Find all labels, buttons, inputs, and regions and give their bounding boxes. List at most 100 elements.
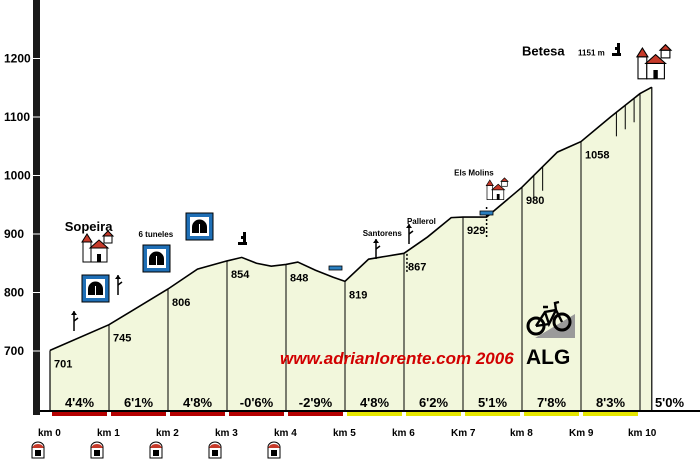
km-label: km 6 <box>392 428 415 439</box>
gradient-stripe <box>288 412 343 416</box>
gradient-stripe <box>347 412 402 416</box>
house-tower <box>637 56 648 80</box>
house-small-roof <box>101 230 115 237</box>
elevation-labels: 701 745 806 854 848 819 867 929 980 1058 <box>54 150 609 371</box>
road-marker-icon <box>90 441 104 459</box>
house-small <box>501 181 508 187</box>
road-end-step <box>615 47 618 50</box>
elevation-label: 806 <box>172 297 190 309</box>
junction-arrow <box>71 311 77 315</box>
place-label: 1151 m <box>578 49 605 58</box>
place-label: Els Molins <box>454 169 494 178</box>
gradient-label: 8'3% <box>596 395 626 410</box>
km-label: km 4 <box>274 428 297 439</box>
house-roof <box>490 183 506 191</box>
gradient-stripe <box>465 412 520 416</box>
bike-wheel-rear <box>526 316 546 336</box>
tunnel-sign-icon <box>142 244 171 273</box>
place-label: 6 tuneles <box>139 230 174 239</box>
house-door <box>496 194 500 200</box>
house-tower-roof <box>485 179 494 186</box>
y-axis-bar <box>33 0 40 415</box>
marker-plate <box>212 450 218 456</box>
house-small <box>103 235 113 244</box>
gradient-stripe <box>524 412 579 416</box>
km-label: km 5 <box>333 428 356 439</box>
profile-area <box>40 86 700 412</box>
marker-cap <box>209 443 221 448</box>
place-label: Santorens <box>363 229 403 238</box>
road-end-icon <box>612 43 621 56</box>
bike-frame <box>534 300 564 328</box>
junction-branch <box>408 230 414 235</box>
marker-plate <box>271 450 277 456</box>
house-tower-roof <box>81 233 93 243</box>
km-axis: km 0 km 1 km 2 km 3 km 4 km 5 km 6 Km 7 km 8 Km 9… <box>38 428 657 439</box>
house-roof <box>644 53 667 64</box>
road-marker-icon <box>31 441 45 459</box>
y-tick-label: 700 <box>4 344 24 358</box>
y-tick-label: 1200 <box>4 52 31 66</box>
gradient-label: 4'8% <box>183 395 213 410</box>
gradient-label: -0'6% <box>240 395 274 410</box>
elevation-label: 867 <box>408 261 426 273</box>
bike-wheel-front <box>552 312 572 332</box>
marker-plate <box>153 450 159 456</box>
elevation-label: 1058 <box>585 150 609 162</box>
place-label: Sopeira <box>65 219 113 234</box>
elevation-label: 848 <box>290 272 308 284</box>
house-door <box>97 254 101 262</box>
junction-sign-icon <box>373 239 381 259</box>
elevation-label: 980 <box>526 195 544 207</box>
brand-label: ALG <box>526 346 570 369</box>
tunnel-sign-icon <box>81 274 110 303</box>
y-tick-label: 800 <box>4 286 24 300</box>
road-end-base <box>238 242 247 245</box>
km-label: km 1 <box>97 428 120 439</box>
gradient-label: -2'9% <box>299 395 333 410</box>
road-marker-icon <box>149 441 163 459</box>
y-tick-label: 900 <box>4 227 24 241</box>
marker-cap <box>268 443 280 448</box>
house-tower-roof <box>635 46 649 58</box>
gradient-label: 5'0% <box>655 395 685 410</box>
junction-sign-icon <box>71 311 79 331</box>
km-label: Km 9 <box>569 428 594 439</box>
junction-sign-icon <box>406 224 414 244</box>
watermark-text: www.adrianlorente.com 2006 <box>280 349 514 368</box>
marker-plate <box>35 450 41 456</box>
bridge-deck <box>328 265 343 271</box>
road-end-stem <box>617 43 620 55</box>
gradient-label: 4'8% <box>360 395 390 410</box>
gradient-stripe <box>583 412 638 416</box>
gradient-stripe <box>229 412 284 416</box>
gradient-stripe <box>406 412 461 416</box>
junction-arrow <box>373 239 379 243</box>
bridge-deck <box>479 210 494 216</box>
road-end-icon <box>238 232 247 245</box>
bridge-icon <box>328 265 343 271</box>
marker-cap <box>32 443 44 448</box>
place-labels: Sopeira 6 tuneles Santorens Pallerol Els Mol… <box>65 44 605 239</box>
gradient-bar: 4'4% 6'1% 4'8% -0'6% -2'9% 4'8% 6'2% 5'1% 7'8% 8'… <box>52 395 684 416</box>
junction-branch <box>117 281 123 286</box>
profile-fill <box>50 87 652 411</box>
marker-cap <box>91 443 103 448</box>
tunnel-sign-icon <box>185 212 214 241</box>
gradient-label: 6'2% <box>419 395 449 410</box>
y-tick-label: 1000 <box>4 169 31 183</box>
house-icon <box>81 230 115 263</box>
junction-arrow <box>115 275 121 279</box>
house-icon <box>635 43 673 80</box>
house-small-roof <box>658 43 673 51</box>
km-label: Km 7 <box>451 428 476 439</box>
road-end-step <box>241 236 244 239</box>
km-label: km 8 <box>510 428 533 439</box>
y-axis: 700 800 900 1000 1100 1200 <box>4 0 40 415</box>
profile-line <box>49 86 653 352</box>
bike-icon <box>526 300 575 338</box>
gradient-label: 4'4% <box>65 395 95 410</box>
house-tower <box>82 241 92 263</box>
house-tower <box>486 185 493 200</box>
